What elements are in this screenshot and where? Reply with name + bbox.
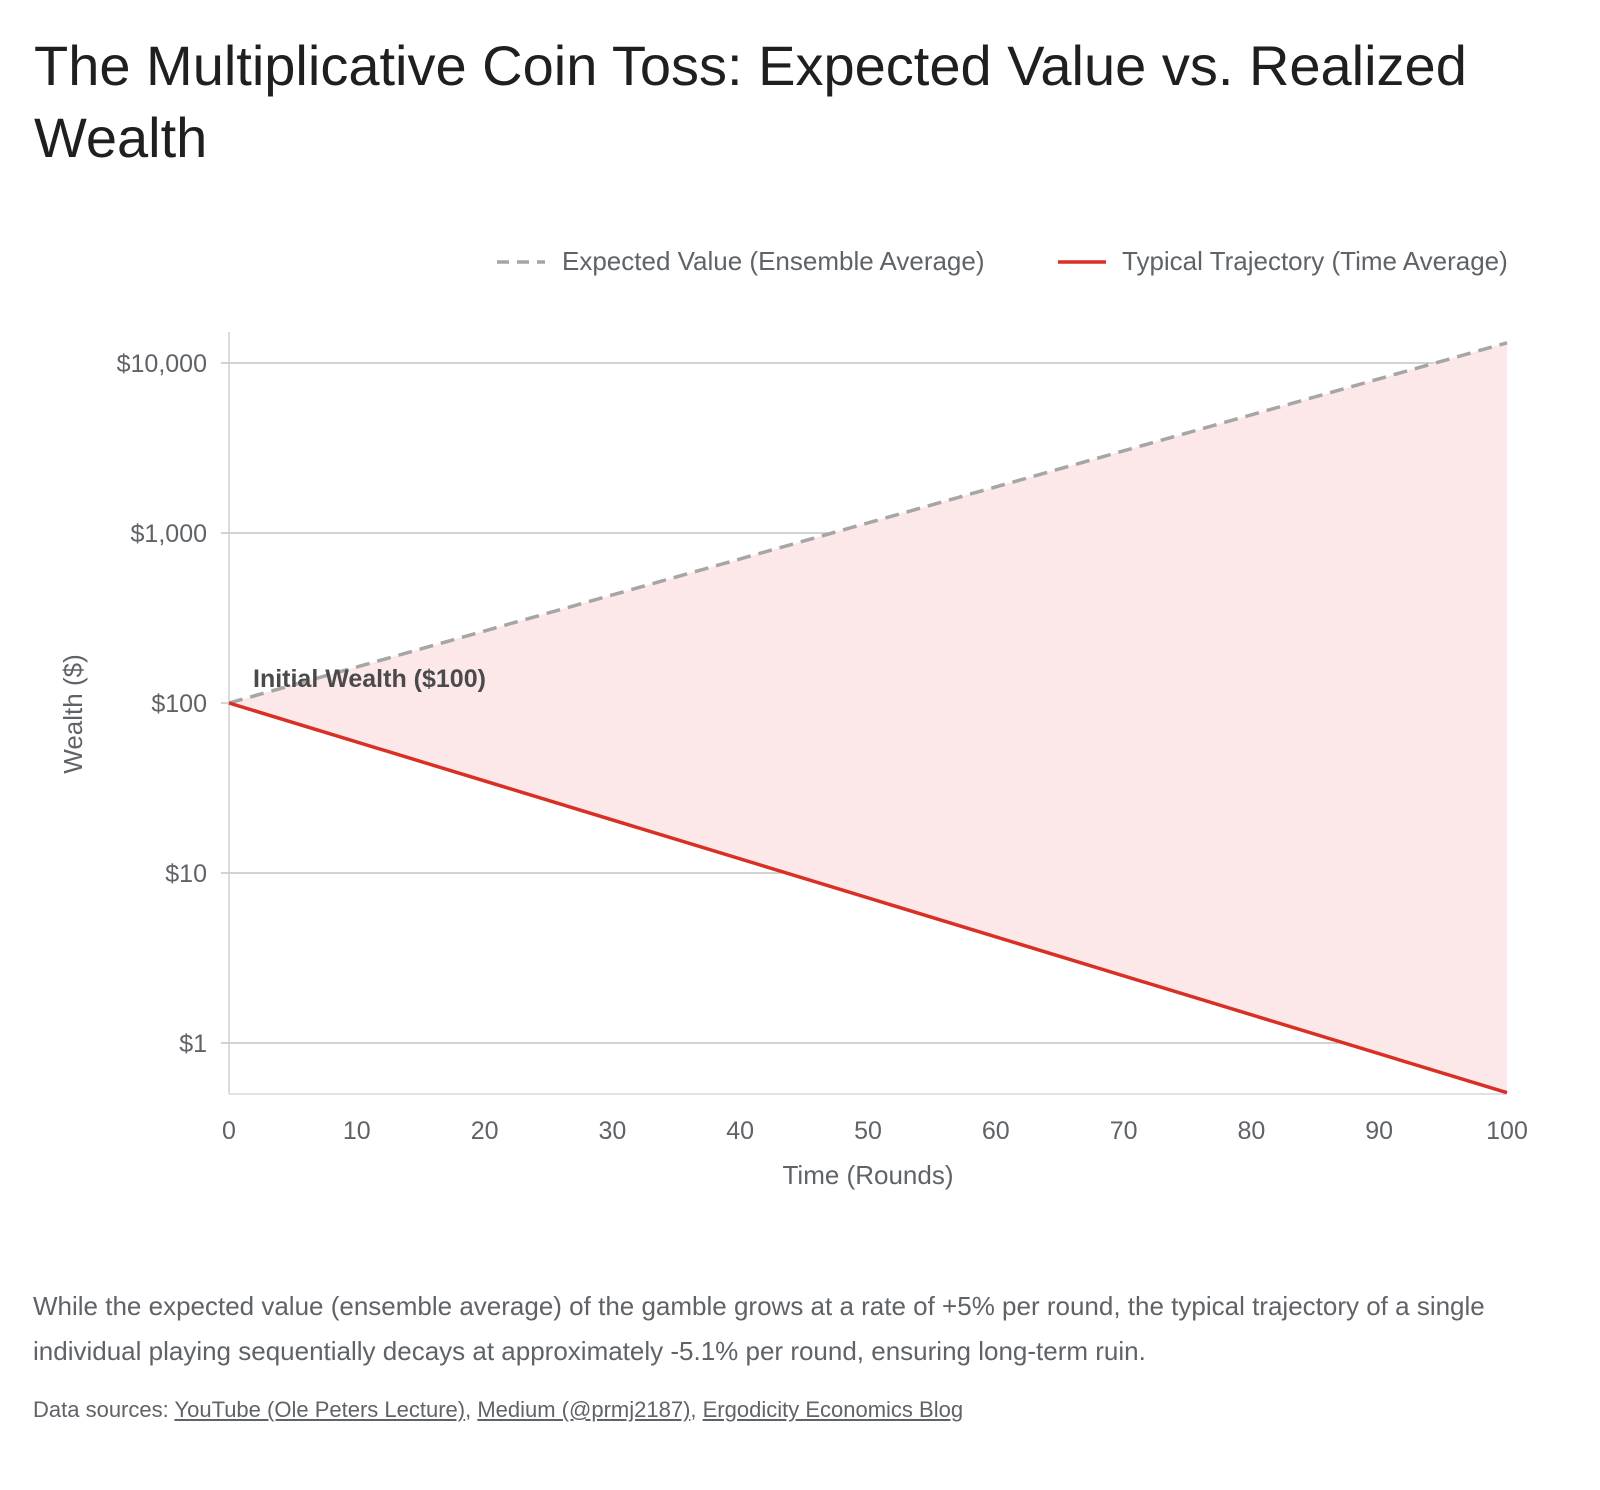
y-tick-label-2: $100 <box>151 690 207 718</box>
shaded-area-layer <box>229 342 1507 1093</box>
chart-caption: While the expected value (ensemble avera… <box>33 1291 1485 1366</box>
labels-layer: Initial Wealth ($100) <box>253 665 486 693</box>
legend-label-typical: Typical Trajectory (Time Average) <box>1122 246 1508 276</box>
series-layer <box>228 341 1508 1095</box>
wealth-chart: Expected Value (Ensemble Average) Typical… <box>58 246 1528 1190</box>
x-tick-label-9: 90 <box>1365 1117 1393 1145</box>
y-axis-title: Wealth ($) <box>58 654 88 773</box>
source-link-medium[interactable]: Medium (@prmj2187) <box>477 1397 691 1422</box>
x-tick-label-0: 0 <box>222 1117 236 1145</box>
typical-trajectory-line <box>228 701 1508 1095</box>
source-link-youtube[interactable]: YouTube (Ole Peters Lecture) <box>174 1397 466 1422</box>
legend-label-expected: Expected Value (Ensemble Average) <box>562 246 985 276</box>
y-tick-label-1: $10 <box>165 860 207 888</box>
annotation-initial-wealth: Initial Wealth ($100) <box>253 665 486 693</box>
x-tick-label-10: 100 <box>1486 1117 1528 1145</box>
y-tick-label-4: $10,000 <box>117 350 207 378</box>
chart-legend: Expected Value (Ensemble Average) Typical… <box>497 246 1508 276</box>
x-tick-label-8: 80 <box>1237 1117 1265 1145</box>
shaded-gap-area <box>229 342 1507 1093</box>
x-tick-label-5: 50 <box>854 1117 882 1145</box>
axes: $1 $10 $100 $1,000 $10,000 0 10 20 30 40 50 60 70 80 9… <box>58 332 1528 1190</box>
data-sources: Data sources: YouTube (Ole Peters Lectur… <box>33 1397 964 1422</box>
x-tick-label-4: 40 <box>726 1117 754 1145</box>
x-tick-label-1: 10 <box>343 1117 371 1145</box>
x-tick-label-3: 30 <box>598 1117 626 1145</box>
x-tick-label-6: 60 <box>982 1117 1010 1145</box>
source-link-blog[interactable]: Ergodicity Economics Blog <box>702 1397 964 1422</box>
y-tick-label-0: $1 <box>179 1030 207 1058</box>
sources-prefix: Data sources: <box>33 1397 175 1422</box>
page-title: The Multiplicative Coin Toss: Expected V… <box>34 34 1467 169</box>
y-tick-label-3: $1,000 <box>131 520 207 548</box>
x-tick-label-7: 70 <box>1110 1117 1138 1145</box>
expected-value-line <box>228 341 1508 705</box>
x-axis-title: Time (Rounds) <box>783 1160 954 1190</box>
x-tick-label-2: 20 <box>471 1117 499 1145</box>
